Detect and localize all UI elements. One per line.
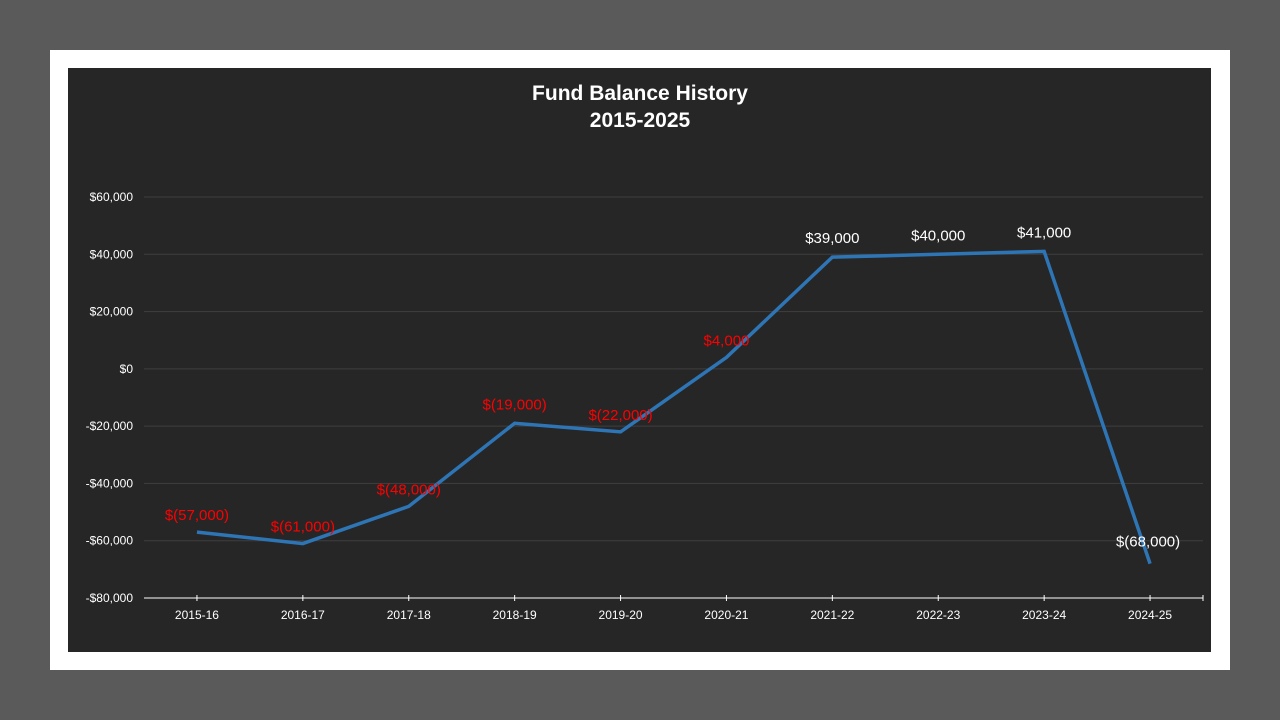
data-label: $4,000 <box>704 332 750 349</box>
x-tick-label: 2018-19 <box>493 608 537 622</box>
y-axis-labels: $60,000 $40,000 $20,000 $0 -$20,000 -$40,000 -… <box>86 190 134 605</box>
data-label: $(57,000) <box>165 507 229 524</box>
y-tick-label: -$20,000 <box>86 419 134 433</box>
x-tick-label: 2015-16 <box>175 608 219 622</box>
x-tick-label: 2019-20 <box>599 608 643 622</box>
x-tick-label: 2016-17 <box>281 608 325 622</box>
gridlines <box>144 196 1203 542</box>
x-tick-label: 2021-22 <box>810 608 854 622</box>
x-tick-label: 2017-18 <box>387 608 431 622</box>
y-tick-label: $0 <box>120 362 134 376</box>
data-label: $40,000 <box>911 227 965 244</box>
y-tick-label: -$80,000 <box>86 591 134 605</box>
x-tick-label: 2022-23 <box>916 608 960 622</box>
fund-balance-line <box>196 249 1152 565</box>
data-label: $(68,000) <box>1116 534 1180 551</box>
data-label: $(22,000) <box>588 407 652 424</box>
y-tick-label: $40,000 <box>90 247 134 261</box>
x-tick-label: 2020-21 <box>704 608 748 622</box>
x-axis: 2015-16 2016-17 2017-18 2018-19 2019-20 2020-… <box>144 595 1204 622</box>
chart-area <box>68 68 1211 652</box>
data-labels: $(57,000) $(61,000) $(48,000) $(19,000) $(22… <box>165 224 1180 550</box>
data-label: $39,000 <box>805 230 859 247</box>
data-label: $41,000 <box>1017 224 1071 241</box>
x-tick-label: 2023-24 <box>1022 608 1066 622</box>
y-tick-label: $60,000 <box>90 190 134 204</box>
y-tick-label: $20,000 <box>90 305 134 319</box>
data-label: $(61,000) <box>271 519 335 536</box>
data-label: $(48,000) <box>377 481 441 498</box>
y-tick-label: -$60,000 <box>86 534 134 548</box>
data-series <box>196 249 1152 565</box>
data-label: $(19,000) <box>483 396 547 413</box>
x-tick-label: 2024-25 <box>1128 608 1172 622</box>
y-tick-label: -$40,000 <box>86 476 134 490</box>
